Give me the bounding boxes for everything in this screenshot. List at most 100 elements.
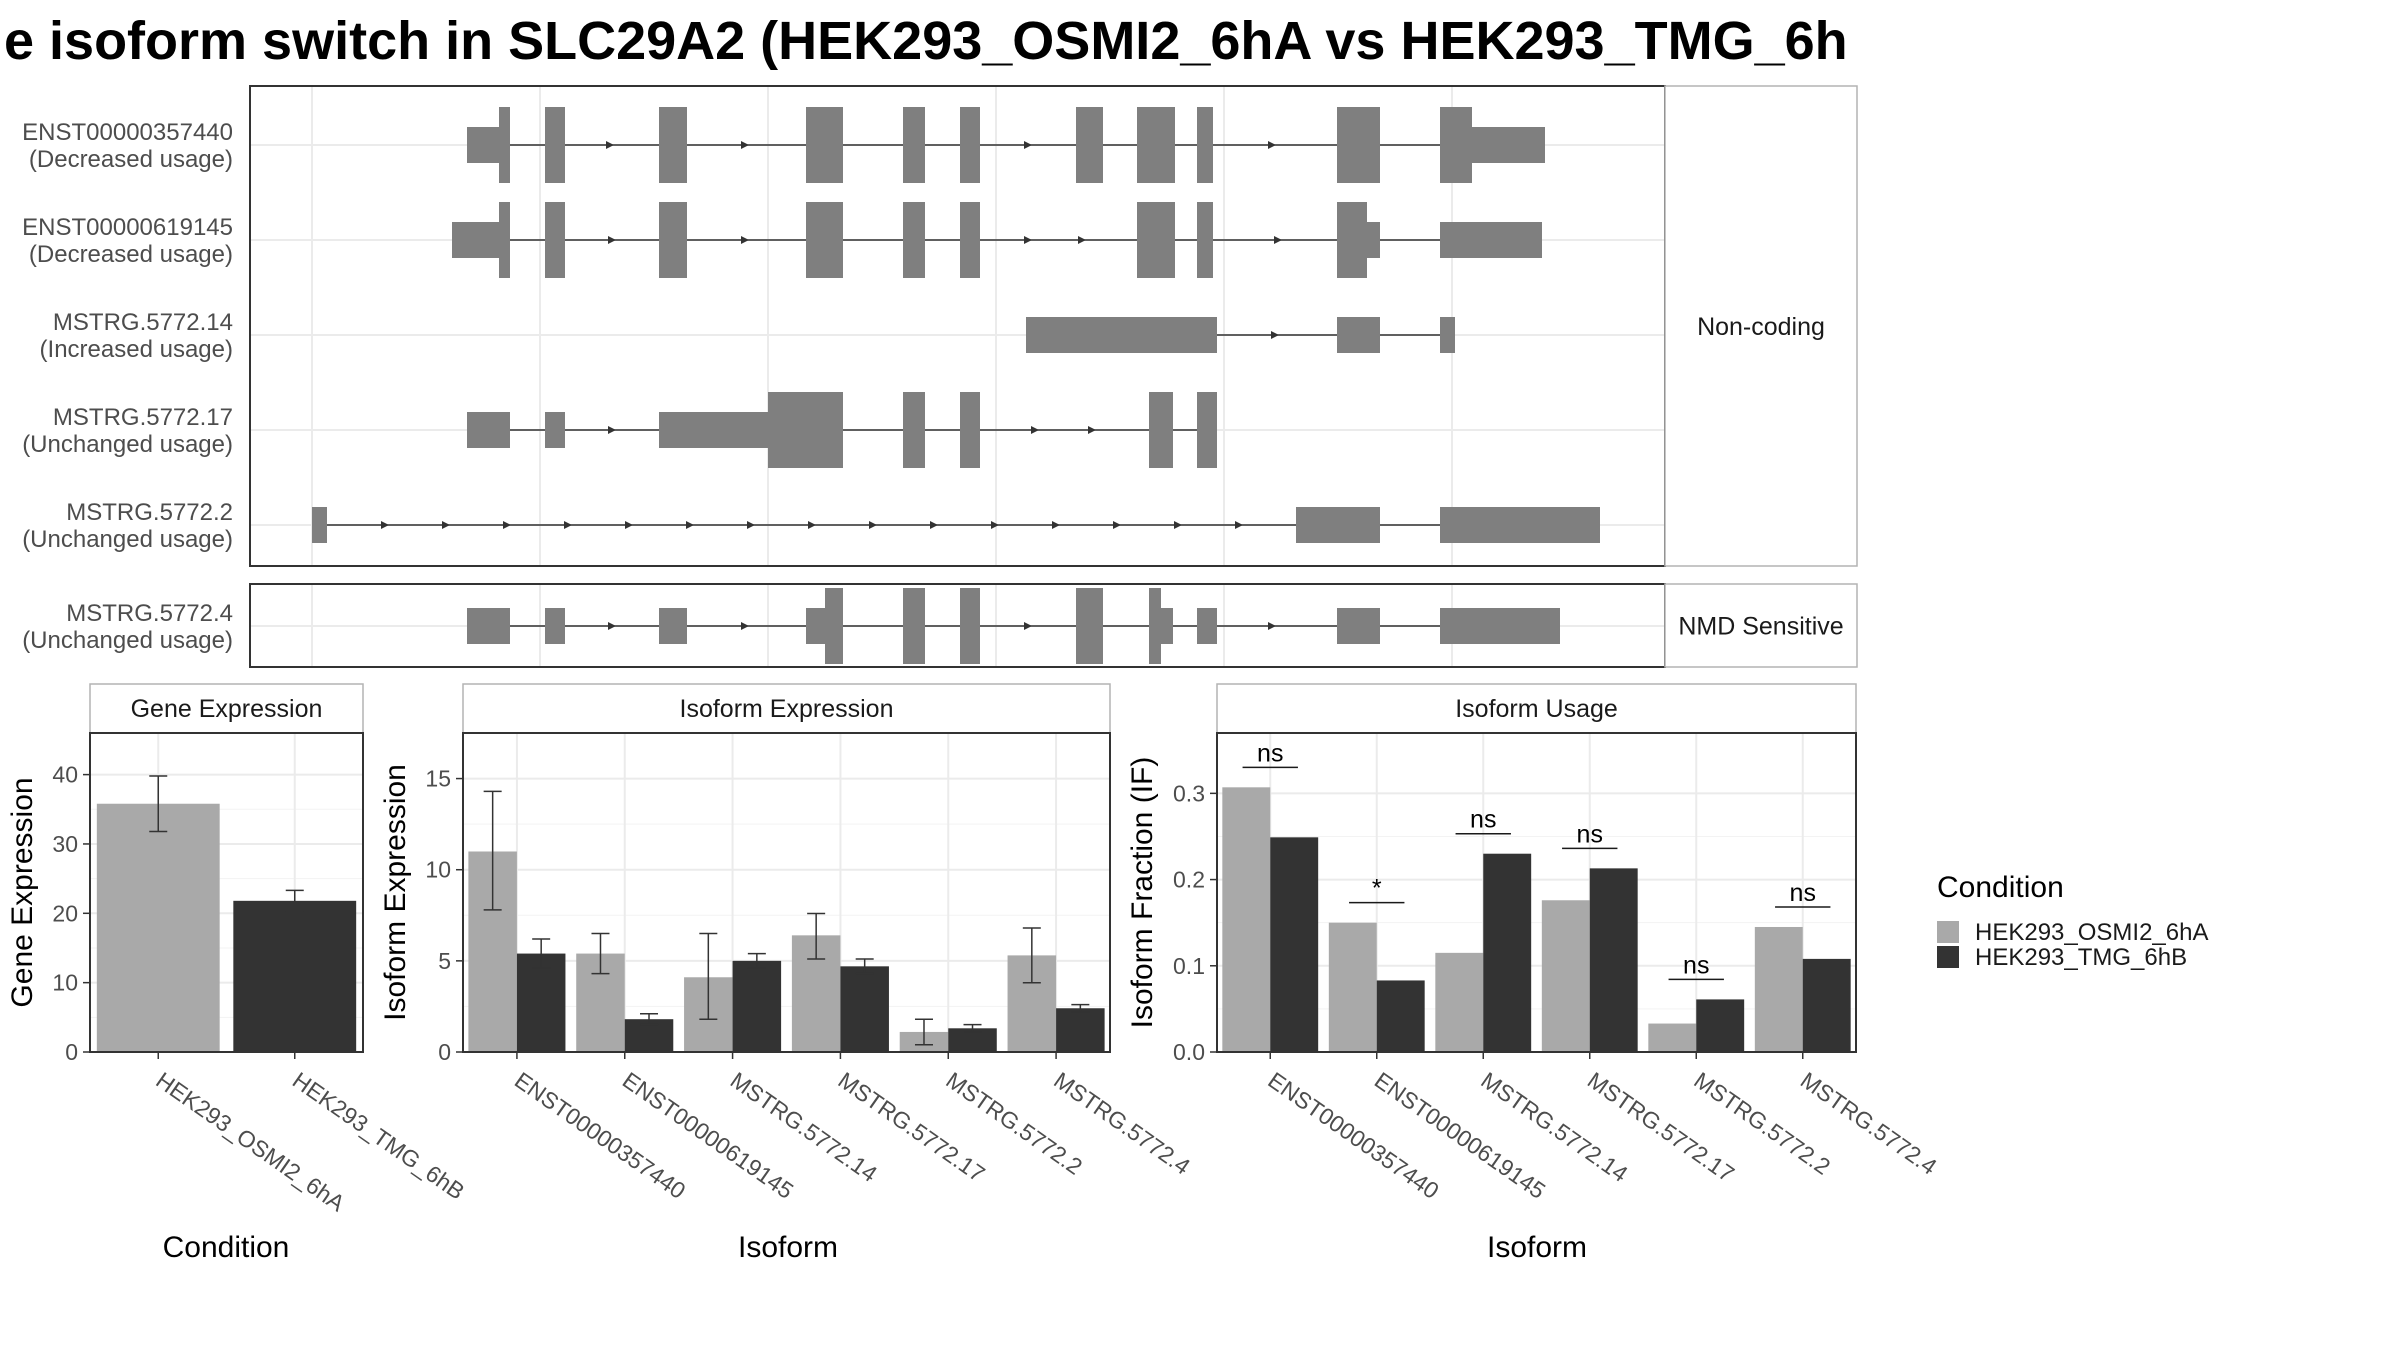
strand-arrow xyxy=(625,521,633,529)
exon-block-coding xyxy=(499,202,510,278)
strand-arrow xyxy=(1235,521,1243,529)
bar xyxy=(1541,900,1590,1052)
exon-block xyxy=(1367,222,1380,258)
y-tick-label: 5 xyxy=(438,948,451,974)
exon-block-coding xyxy=(903,107,925,183)
x-axis-title: Isoform xyxy=(738,1231,838,1264)
y-tick-label: 15 xyxy=(425,766,451,792)
exon-block-coding xyxy=(545,107,565,183)
exon-block xyxy=(467,127,499,163)
exon-block-coding xyxy=(1149,392,1173,468)
exon-block xyxy=(1026,317,1217,353)
strand-arrow xyxy=(1274,236,1282,244)
panel-background xyxy=(463,733,1110,1052)
exon-block xyxy=(659,412,768,448)
exon-block-coding xyxy=(806,202,843,278)
transcript-usage: (Unchanged usage) xyxy=(22,627,233,654)
transcript-label: MSTRG.5772.17 (Unchanged usage) xyxy=(22,404,233,458)
transcript-id: MSTRG.5772.14 xyxy=(53,309,233,336)
strand-arrow xyxy=(1024,622,1032,630)
exon-block-coding xyxy=(768,392,843,468)
exon-block-coding xyxy=(903,202,925,278)
bar xyxy=(1435,952,1484,1052)
strand-arrow xyxy=(741,622,749,630)
y-tick-label: 30 xyxy=(52,831,78,857)
transcript-id: ENST00000619145 xyxy=(22,214,233,241)
bar xyxy=(1376,980,1425,1052)
exon-block-coding xyxy=(1337,107,1380,183)
bar xyxy=(1754,926,1803,1052)
transcript-id: ENST00000357440 xyxy=(22,119,233,146)
transcript-label: MSTRG.5772.14 (Increased usage) xyxy=(40,309,233,363)
strand-arrow xyxy=(1052,521,1060,529)
strand-arrow xyxy=(686,521,694,529)
y-tick-label: 0 xyxy=(438,1039,451,1065)
bar xyxy=(948,1028,997,1052)
exon-block-coding xyxy=(903,588,925,664)
exon-block xyxy=(312,507,327,543)
exon-block-coding xyxy=(1440,107,1472,183)
exon-block-coding xyxy=(960,392,980,468)
facet-strip-label: NMD Sensitive xyxy=(1678,613,1843,641)
y-tick-label: 10 xyxy=(425,857,451,883)
exon-block xyxy=(1440,317,1455,353)
panel-title: Isoform Expression xyxy=(680,695,894,723)
strand-arrow xyxy=(1088,426,1096,434)
y-tick-label: 10 xyxy=(52,970,78,996)
strand-arrow xyxy=(930,521,938,529)
y-axis-title: Isoform Fraction (IF) xyxy=(1126,757,1159,1029)
y-tick-label: 0 xyxy=(65,1039,78,1065)
bar xyxy=(96,803,220,1052)
exon-block-coding xyxy=(1337,202,1367,278)
panel-strip xyxy=(1216,683,1857,734)
y-tick-label: 0.3 xyxy=(1173,780,1205,806)
y-axis-title: Gene Expression xyxy=(6,777,39,1007)
significance-label: ns xyxy=(1790,879,1816,907)
exon-block xyxy=(1472,127,1545,163)
strand-arrow xyxy=(381,521,389,529)
legend-label: HEK293_OSMI2_6hA xyxy=(1975,919,2208,946)
significance-label: * xyxy=(1372,875,1382,903)
exon-block-coding xyxy=(1076,107,1103,183)
panel-border xyxy=(462,732,1111,1053)
strand-arrow xyxy=(747,521,755,529)
strand-arrow xyxy=(869,521,877,529)
panel-strip xyxy=(462,683,1111,734)
exon-block xyxy=(545,412,565,448)
strand-arrow xyxy=(608,426,616,434)
strand-arrow xyxy=(1024,141,1032,149)
exon-block-coding xyxy=(545,202,565,278)
strand-arrow xyxy=(1174,521,1182,529)
exon-block xyxy=(1197,608,1217,644)
exon-block-coding xyxy=(1197,107,1213,183)
strand-arrow xyxy=(741,141,749,149)
exon-block-coding xyxy=(960,202,980,278)
bar xyxy=(1589,868,1638,1052)
exon-block-coding xyxy=(1137,202,1175,278)
panel-title: Gene Expression xyxy=(131,695,323,723)
strand-arrow xyxy=(1024,236,1032,244)
significance-label: ns xyxy=(1470,806,1496,834)
transcript-label: MSTRG.5772.4 (Unchanged usage) xyxy=(22,600,233,654)
bar-chart-panels: Gene Expression010203040HEK293_OSMI2_6hA… xyxy=(6,683,1942,1264)
panel-background xyxy=(1217,733,1856,1052)
exon-block-coding xyxy=(1197,202,1213,278)
y-tick-label: 40 xyxy=(52,762,78,788)
transcript-label: ENST00000357440 (Decreased usage) xyxy=(22,119,233,173)
y-tick-label: 0.1 xyxy=(1173,953,1205,979)
bar xyxy=(1483,853,1532,1052)
significance-label: ns xyxy=(1577,820,1603,848)
x-axis-title: Condition xyxy=(163,1231,290,1264)
significance-label: ns xyxy=(1683,951,1709,979)
transcript-id: MSTRG.5772.2 xyxy=(66,499,233,526)
legend-swatch xyxy=(1937,946,1959,968)
exon-block xyxy=(1337,317,1380,353)
panel-border xyxy=(1216,732,1857,1053)
exon-block xyxy=(545,608,565,644)
bar xyxy=(1056,1008,1105,1052)
bar xyxy=(1222,787,1271,1052)
strand-arrow xyxy=(991,521,999,529)
